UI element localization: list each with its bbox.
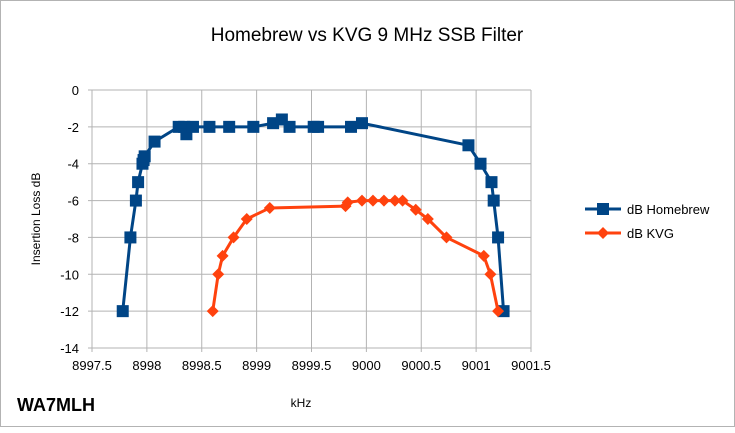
data-point-homebrew (492, 231, 505, 244)
data-point-kvg (388, 194, 401, 207)
x-tick-label: 9000.5 (401, 358, 441, 373)
data-point-homebrew (148, 135, 161, 148)
y-tick-label: -14 (60, 341, 79, 356)
data-point-homebrew (462, 139, 475, 152)
data-point-kvg (240, 213, 253, 225)
legend-marker-kvg (597, 227, 609, 239)
legend-label-homebrew: dB Homebrew (627, 202, 710, 217)
data-point-homebrew (345, 120, 358, 133)
data-point-homebrew (203, 120, 216, 133)
x-tick-label: 8999 (242, 358, 271, 373)
data-point-kvg (216, 249, 229, 262)
data-point-kvg (212, 268, 225, 281)
data-point-homebrew (124, 231, 137, 244)
data-point-homebrew (116, 305, 129, 318)
legend-marker-homebrew (597, 203, 609, 215)
x-axis-label: kHz (291, 396, 312, 410)
data-point-kvg (492, 305, 505, 318)
data-point-homebrew (223, 120, 236, 133)
data-point-kvg (341, 196, 354, 209)
y-tick-label: -4 (67, 157, 79, 172)
legend-label-kvg: dB KVG (627, 226, 674, 241)
y-tick-label: -2 (67, 120, 79, 135)
data-point-kvg (440, 231, 453, 244)
data-point-homebrew (132, 176, 145, 189)
data-point-kvg (421, 213, 434, 225)
data-point-kvg (227, 231, 240, 244)
x-tick-label: 9000 (352, 358, 381, 373)
data-point-homebrew (129, 194, 142, 207)
data-point-kvg (263, 201, 276, 214)
data-point-homebrew (355, 117, 368, 130)
data-point-kvg (477, 249, 490, 262)
data-point-kvg (366, 194, 379, 207)
y-tick-label: -8 (67, 230, 79, 245)
data-point-homebrew (138, 150, 151, 163)
data-point-homebrew (474, 157, 487, 170)
x-tick-label: 8998 (132, 358, 161, 373)
data-point-homebrew (485, 176, 498, 189)
data-point-homebrew (283, 120, 296, 133)
x-tick-label: 9001.5 (511, 358, 551, 373)
x-tick-label: 8998.5 (182, 358, 222, 373)
series-line-kvg (211, 199, 500, 312)
y-axis-label: Insertion Loss dB (29, 173, 43, 266)
data-point-kvg (484, 268, 497, 281)
data-point-homebrew (247, 120, 260, 133)
x-tick-label: 9001 (462, 358, 491, 373)
chart-title: Homebrew vs KVG 9 MHz SSB Filter (211, 25, 524, 46)
y-tick-label: -10 (60, 267, 79, 282)
data-point-homebrew (312, 120, 325, 133)
data-point-homebrew (267, 117, 280, 130)
y-tick-label: 0 (72, 83, 79, 98)
data-point-kvg (206, 305, 219, 318)
watermark-callsign: WA7MLH (17, 395, 95, 415)
y-tick-label: -12 (60, 304, 79, 319)
data-point-homebrew (186, 120, 199, 133)
data-point-kvg (355, 194, 368, 207)
data-point-kvg (396, 194, 409, 207)
x-tick-label: 8999.5 (292, 358, 332, 373)
series-line-homebrew (121, 117, 506, 312)
data-point-kvg (377, 194, 390, 207)
y-tick-label: -6 (67, 194, 79, 209)
x-tick-label: 8997.5 (72, 358, 112, 373)
data-point-homebrew (487, 194, 500, 207)
data-point-kvg (409, 203, 422, 216)
